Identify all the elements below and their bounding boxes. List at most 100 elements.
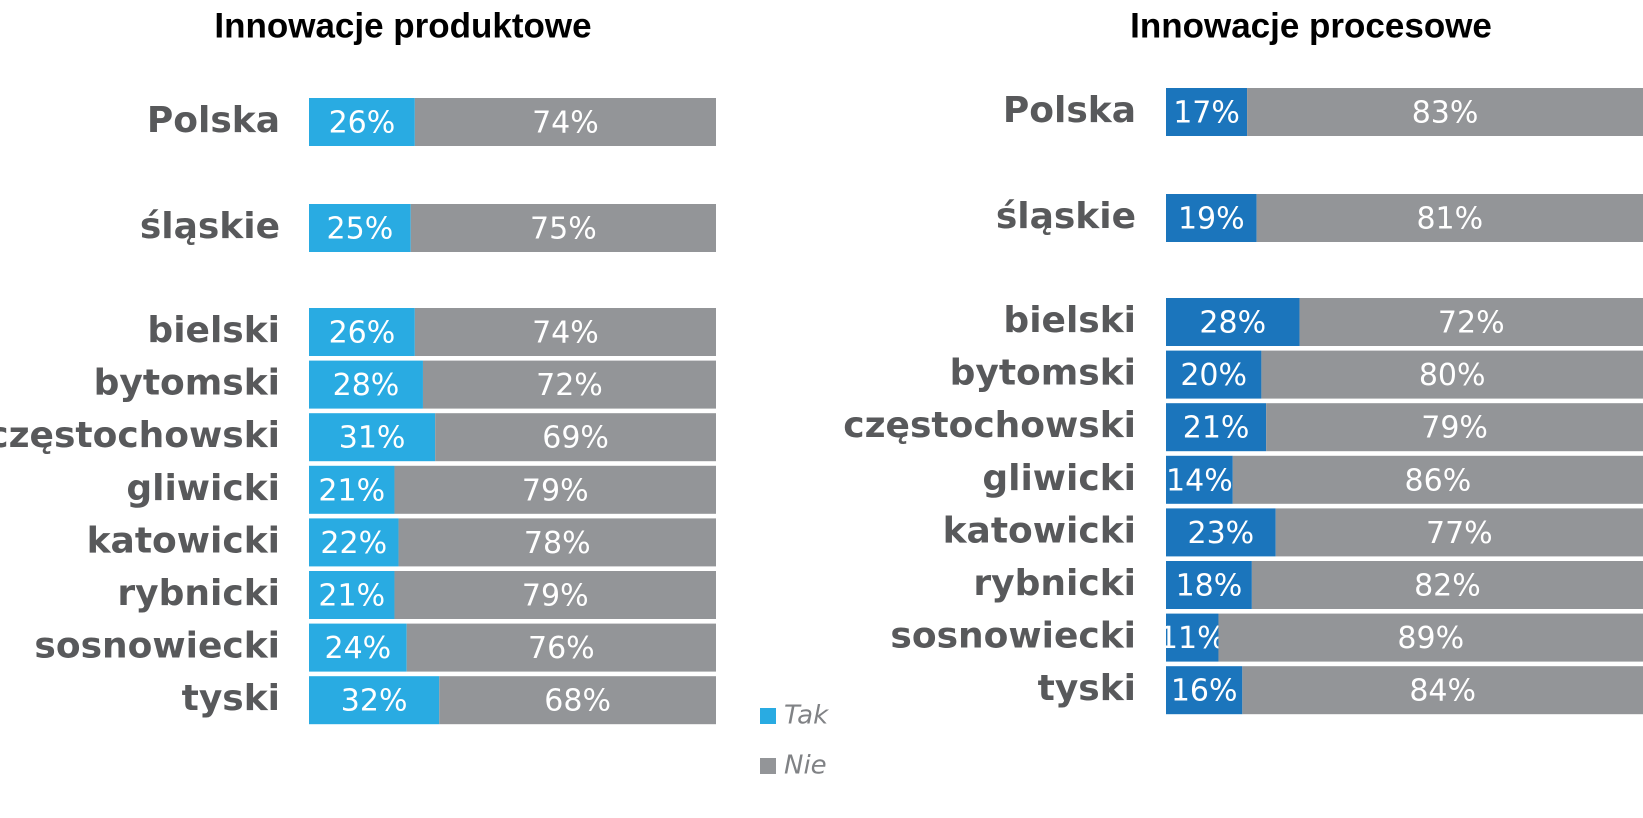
category-label: częstochowski (0, 415, 280, 456)
bar-segment (1166, 298, 1300, 346)
bar-segment (309, 308, 415, 356)
category-label: gliwicki (982, 458, 1136, 499)
value-label: 26% (329, 316, 396, 351)
bar-segment (1166, 88, 1248, 136)
category-label: częstochowski (843, 405, 1136, 446)
value-label: 11% (1159, 621, 1226, 656)
bar-segment (410, 204, 716, 252)
legend-label: Nie (784, 751, 827, 781)
category-label: rybnicki (973, 563, 1136, 604)
value-label: 82% (1414, 569, 1481, 604)
value-label: 21% (318, 579, 385, 614)
legend-label: Tak (784, 701, 829, 731)
bar-segment (1166, 561, 1252, 609)
category-label: bytomski (950, 353, 1136, 394)
value-label: 74% (532, 316, 599, 351)
category-label: śląskie (140, 206, 280, 247)
bar-segment (439, 676, 716, 725)
bar-segment (1261, 350, 1643, 399)
value-label: 72% (1438, 306, 1505, 341)
value-label: 17% (1173, 96, 1240, 131)
bar-segment (1218, 613, 1643, 662)
value-label: 79% (522, 579, 589, 614)
category-label: Polska (147, 100, 280, 141)
category-label: sosnowiecki (890, 616, 1136, 657)
bar-segment (414, 308, 716, 356)
category-label: katowicki (943, 510, 1136, 551)
category-label: katowicki (87, 520, 280, 561)
bar-segment (309, 204, 411, 252)
bar-segment (406, 623, 716, 672)
value-label: 83% (1412, 96, 1479, 131)
bar-segment (1166, 666, 1243, 715)
bar-segment (309, 676, 440, 725)
value-label: 21% (318, 473, 385, 508)
value-label: 80% (1419, 358, 1486, 393)
value-label: 86% (1405, 463, 1472, 498)
bar-segment (1266, 403, 1643, 452)
bar-segment (1247, 88, 1643, 136)
category-label: tyski (1038, 668, 1136, 709)
category-label: sosnowiecki (34, 626, 280, 667)
value-label: 31% (339, 421, 406, 456)
bar-segment (1166, 194, 1257, 242)
value-label: 14% (1166, 463, 1233, 498)
bar-segment (309, 518, 399, 567)
bar-segment (422, 360, 716, 409)
value-label: 76% (528, 631, 595, 666)
bar-segment (1166, 508, 1276, 557)
category-label: bytomski (94, 363, 280, 404)
value-label: 23% (1188, 516, 1255, 551)
bar-segment (394, 465, 716, 514)
value-label: 32% (341, 684, 408, 719)
bar-segment (309, 360, 423, 409)
value-label: 18% (1176, 569, 1243, 604)
value-label: 21% (1183, 411, 1250, 446)
value-label: 84% (1409, 674, 1476, 709)
legend-swatch (760, 758, 776, 774)
bar-segment (309, 571, 395, 619)
value-label: 75% (530, 212, 597, 247)
bar-segment (435, 413, 716, 462)
value-label: 89% (1397, 621, 1464, 656)
bar-segment (1242, 666, 1643, 715)
value-label: 72% (536, 368, 603, 403)
bar-segment (1256, 194, 1643, 242)
bar-segment (1166, 350, 1262, 399)
category-label: bielski (147, 310, 280, 351)
value-label: 19% (1178, 202, 1245, 237)
category-label: śląskie (996, 196, 1136, 237)
bar-segment (1166, 613, 1219, 662)
value-label: 69% (542, 421, 609, 456)
category-label: gliwicki (126, 468, 280, 509)
category-label: rybnicki (117, 573, 280, 614)
chart-title: Innowacje produktowe (214, 6, 591, 45)
bar-segment (309, 623, 407, 672)
bar-segment (1275, 508, 1643, 557)
bar-segment (309, 413, 436, 462)
bar-segment (309, 465, 395, 514)
bar-segment (309, 98, 415, 146)
bar-segment (1166, 403, 1267, 452)
value-label: 16% (1171, 674, 1238, 709)
value-label: 77% (1426, 516, 1493, 551)
bar-segment (398, 518, 716, 567)
bar-segment (394, 571, 716, 619)
value-label: 28% (1199, 306, 1266, 341)
bar-segment (1299, 298, 1643, 346)
legend-swatch (760, 708, 776, 724)
value-label: 26% (329, 106, 396, 141)
value-label: 79% (522, 473, 589, 508)
category-label: tyski (182, 678, 280, 719)
value-label: 28% (333, 368, 400, 403)
category-label: bielski (1003, 300, 1136, 341)
bar-segment (1232, 455, 1643, 504)
chart-title: Innowacje procesowe (1130, 6, 1492, 45)
value-label: 74% (532, 106, 599, 141)
value-label: 81% (1416, 202, 1483, 237)
value-label: 79% (1421, 411, 1488, 446)
value-label: 20% (1180, 358, 1247, 393)
bar-segment (1166, 455, 1233, 504)
value-label: 24% (324, 631, 391, 666)
